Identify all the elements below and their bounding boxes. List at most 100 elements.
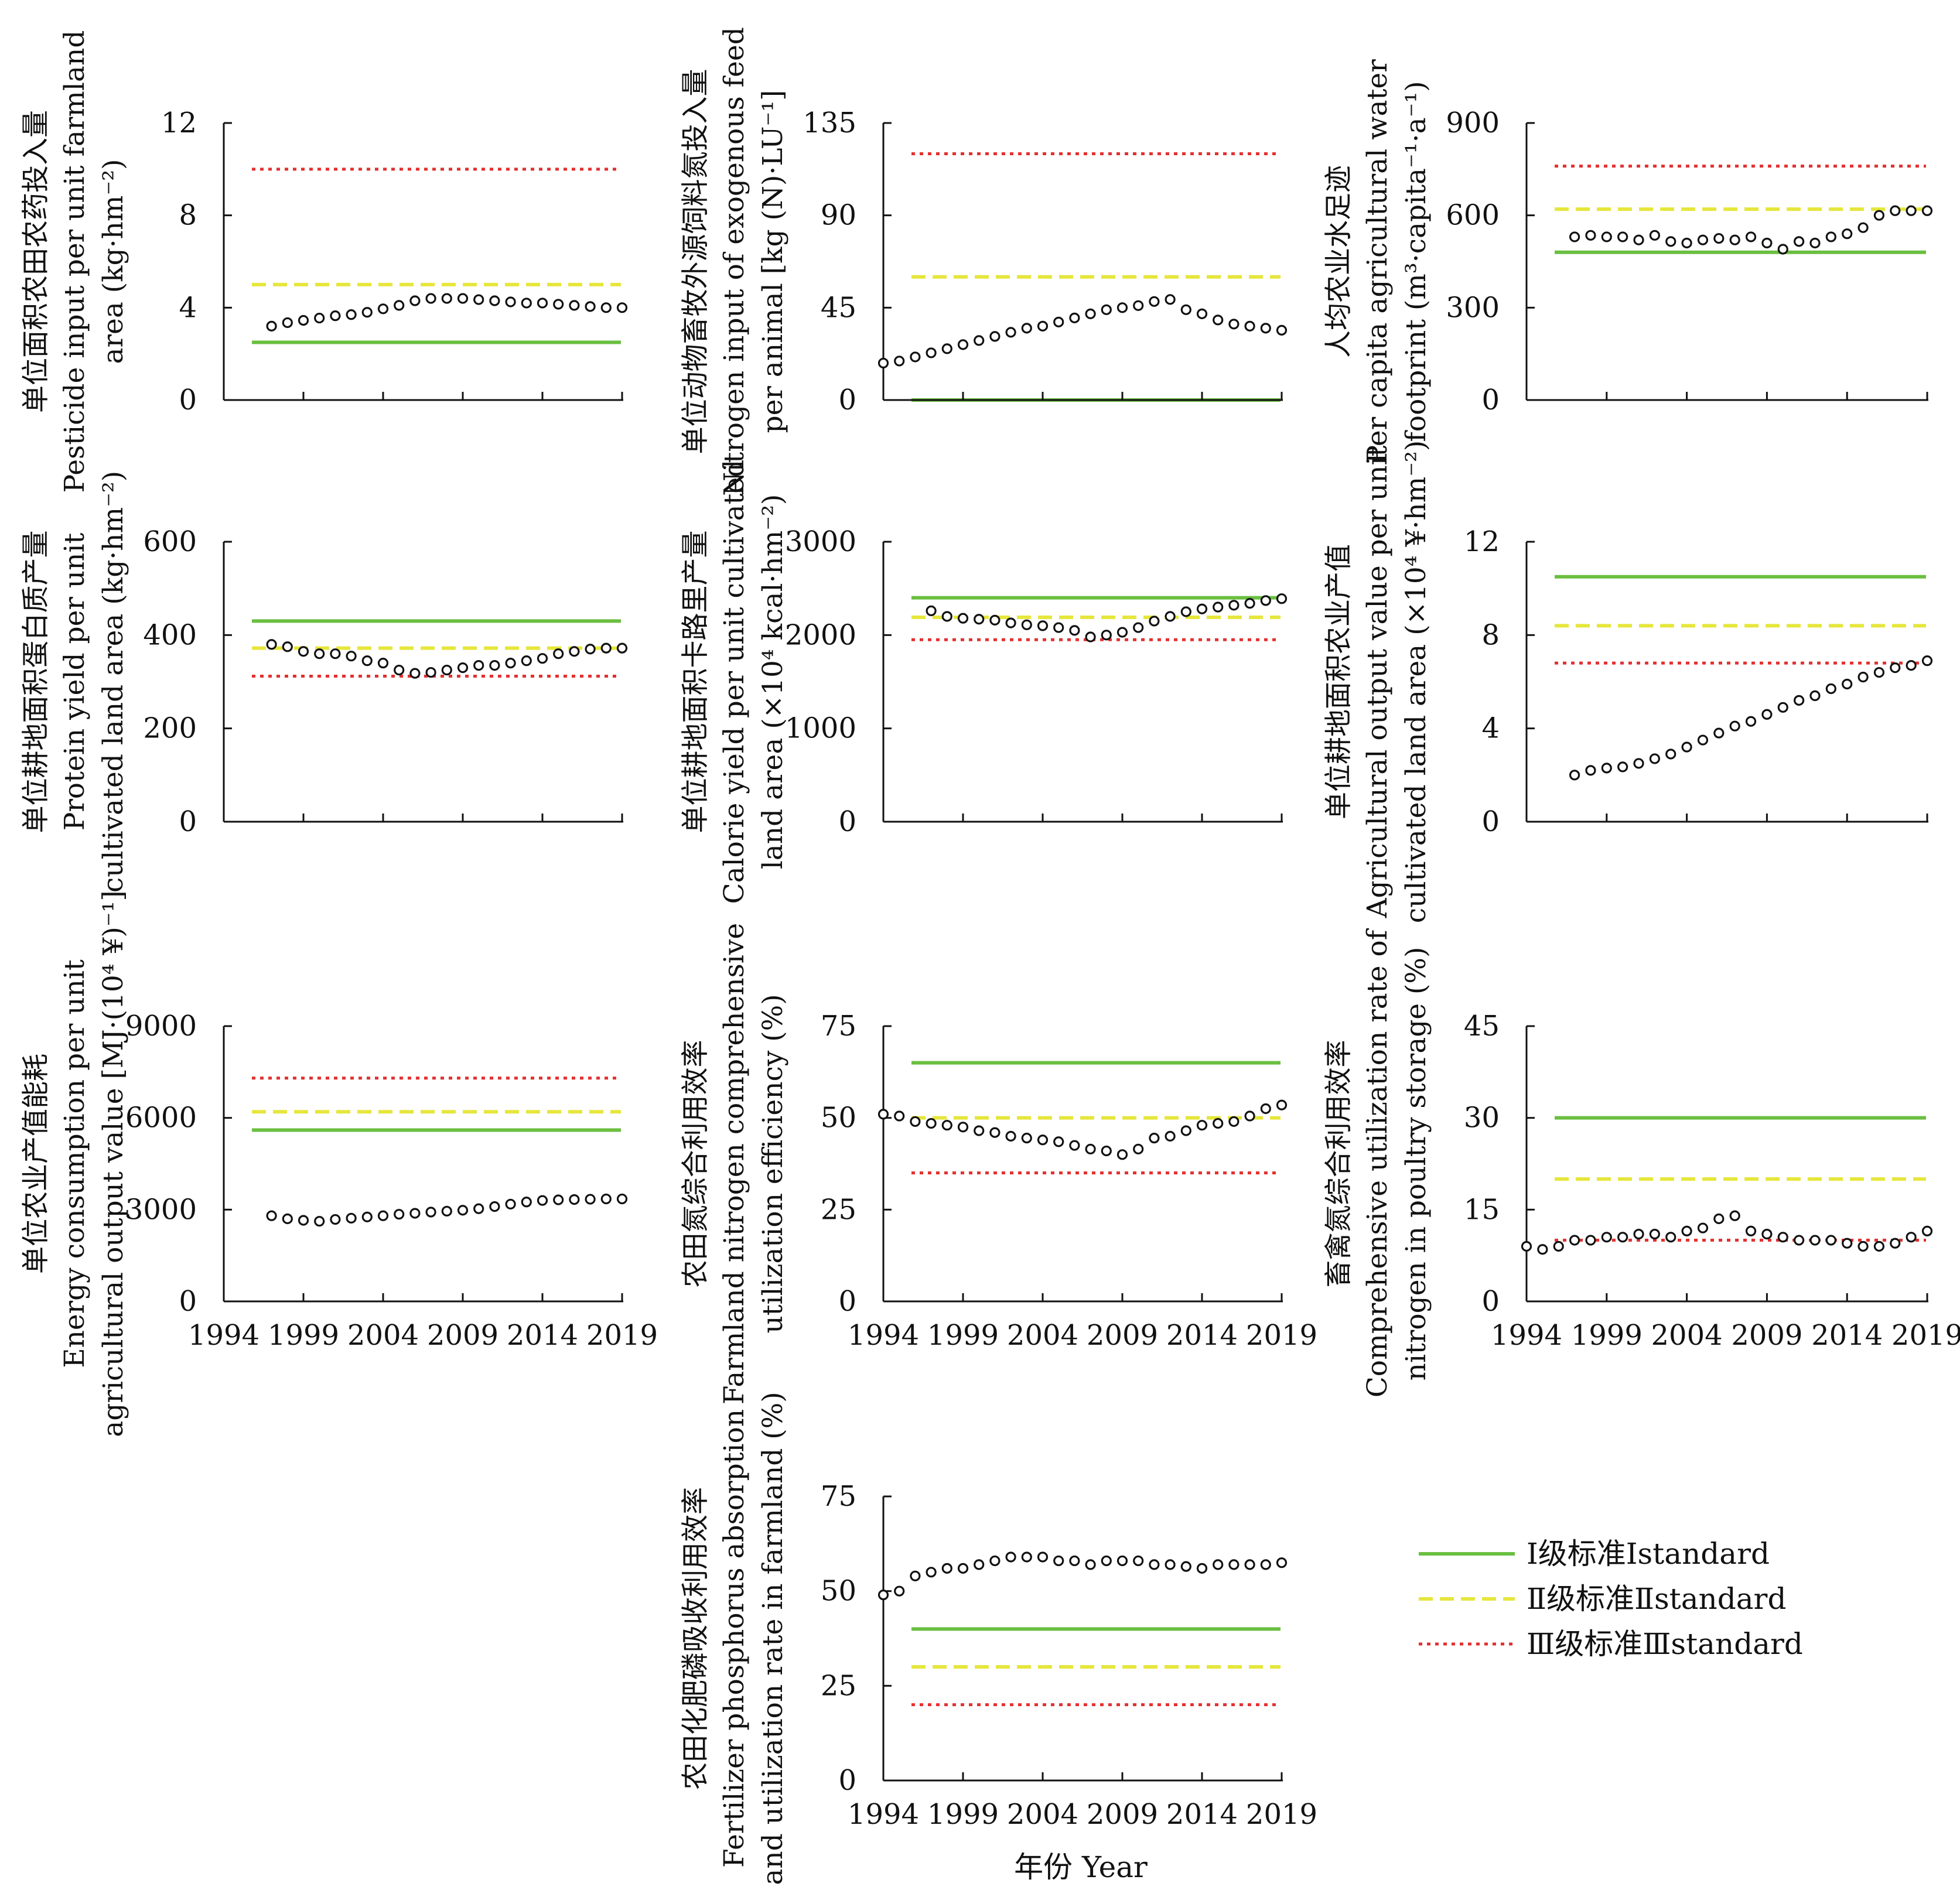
data-point (1697, 734, 1709, 746)
x-tick-label: 2004 (1007, 1319, 1078, 1352)
data-point (1857, 671, 1869, 683)
data-point (1857, 1240, 1869, 1252)
data-point (409, 668, 421, 679)
data-point (1101, 304, 1112, 315)
data-point (1601, 231, 1612, 242)
y-tick-label: 0 (838, 805, 856, 838)
x-tick-label: 1999 (268, 1319, 339, 1352)
data-point (1601, 1232, 1612, 1243)
y-axis-title-en: Energy consumption per unit (59, 959, 91, 1368)
data-point (1244, 1559, 1255, 1570)
data-point (330, 310, 341, 322)
data-point (553, 299, 564, 310)
data-point (1713, 1213, 1725, 1225)
data-point (346, 1212, 357, 1224)
data-point (1196, 308, 1208, 319)
data-point (1777, 702, 1788, 713)
x-tick-label: 1994 (1491, 1319, 1562, 1352)
data-point (282, 317, 293, 329)
data-point (1809, 1235, 1821, 1246)
y-axis-title-en: and utilization rate in farmland (%) (757, 1392, 789, 1885)
chart-panel-4: 0 200 400 600 单位耕地面积蛋白质产量 Protein yield per u… (20, 471, 628, 893)
y-tick-label: 600 (143, 525, 197, 558)
x-tick-label: 2004 (1651, 1319, 1723, 1352)
x-tick-label: 1994 (188, 1319, 259, 1352)
data-point (877, 357, 889, 369)
x-tick-label: 2004 (1007, 1798, 1078, 1831)
data-point (1681, 1225, 1692, 1236)
chart-panel-10: 0 25 50 75 1994 1999 2004 2009 2014 2019 农田化肥磷吸收利用… (679, 1392, 1317, 1885)
y-tick-label: 600 (1446, 199, 1500, 232)
y-tick-label: 8 (179, 199, 197, 232)
data-point (314, 648, 325, 659)
y-tick-label: 0 (838, 384, 856, 416)
chart-panel-2: 0 45 90 135 单位动物畜牧外源饲料氮投入量 Nitrogen input of … (679, 27, 1288, 496)
data-point (1149, 296, 1160, 307)
y-axis-title-cn: 农田氮综合利用效率 (679, 1040, 712, 1288)
data-point (1116, 302, 1128, 313)
data-point (989, 331, 1001, 342)
y-axis-title-cn: 单位耕地面积农业产值 (1323, 544, 1355, 819)
data-point (1569, 770, 1580, 781)
data-point (585, 644, 596, 655)
data-point (1053, 316, 1064, 327)
data-point (1921, 655, 1933, 667)
y-axis-title-cn: 单位耕地面积卡路里产量 (679, 531, 712, 833)
data-point (1553, 1240, 1564, 1252)
data-point (1842, 1238, 1853, 1249)
y-tick-label: 45 (821, 291, 856, 324)
x-tick-label: 2009 (1087, 1798, 1158, 1831)
y-tick-label: 0 (1481, 1285, 1500, 1318)
data-point (616, 302, 628, 313)
data-point (1228, 1116, 1239, 1127)
data-point (377, 303, 389, 315)
y-axis-title-cn: 单位耕地面积蛋白质产量 (20, 531, 52, 833)
x-tick-label: 1999 (927, 1798, 999, 1831)
data-point (910, 1570, 921, 1581)
data-point (1260, 1103, 1271, 1115)
data-point (409, 1208, 421, 1219)
data-point (1729, 234, 1740, 245)
x-tick-label: 2014 (1166, 1319, 1238, 1352)
chart-panel-6: 0 4 8 12 单位耕地面积农业产值 Agricultural output value… (1323, 440, 1933, 923)
data-point (1794, 236, 1805, 247)
data-point (616, 1193, 628, 1205)
data-point (489, 295, 500, 306)
data-point (425, 667, 436, 678)
data-point (1133, 1143, 1144, 1155)
x-tick-label: 2019 (1891, 1319, 1960, 1352)
data-point (1665, 1232, 1676, 1243)
data-point (1585, 230, 1596, 241)
data-point (1116, 627, 1128, 638)
data-point (1713, 727, 1725, 739)
data-point (1260, 323, 1271, 334)
data-point (941, 1120, 952, 1131)
data-point (1165, 1130, 1176, 1142)
data-point (314, 1216, 325, 1227)
data-point (1585, 1235, 1596, 1246)
y-tick-label: 0 (1481, 384, 1500, 416)
data-point (1260, 595, 1271, 606)
y-tick-label: 0 (838, 1285, 856, 1318)
data-point (989, 1555, 1001, 1567)
data-point (569, 646, 580, 657)
data-point (1761, 237, 1773, 249)
y-tick-label: 50 (821, 1102, 856, 1134)
data-point (1069, 1140, 1080, 1151)
data-point (1276, 1557, 1288, 1568)
data-point (1825, 683, 1836, 695)
y-axis-title-en: area (kg·hm⁻²) (97, 159, 129, 364)
data-point (1244, 598, 1255, 609)
data-point (585, 301, 596, 312)
data-point (600, 302, 612, 313)
y-tick-label: 9000 (125, 1010, 197, 1043)
x-tick-label: 2009 (1087, 1319, 1158, 1352)
data-point (1005, 617, 1016, 628)
y-tick-label: 0 (179, 805, 197, 838)
data-point (1697, 234, 1709, 245)
data-point (1244, 1110, 1255, 1122)
data-point (1842, 228, 1853, 240)
data-point (926, 347, 937, 358)
data-point (1101, 1555, 1112, 1567)
